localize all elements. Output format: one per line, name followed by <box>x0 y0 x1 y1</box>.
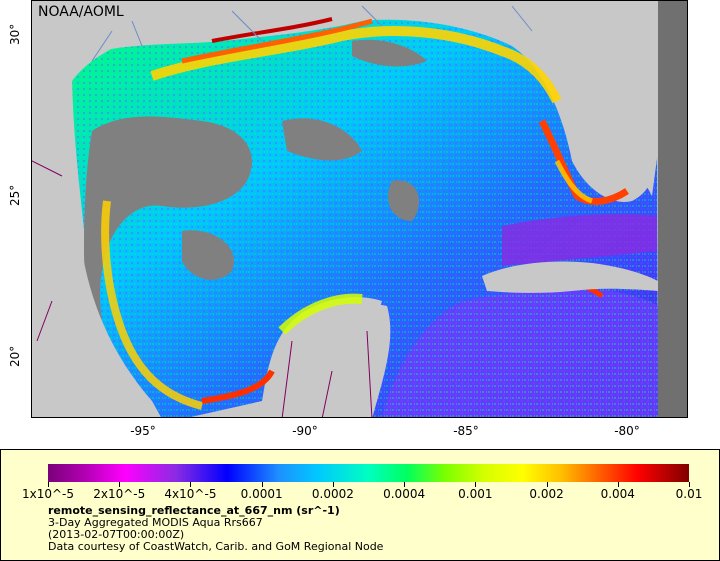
y-tick-label: 30° <box>8 23 22 45</box>
x-tick-label: -95° <box>130 424 156 438</box>
colorbar-tick <box>261 482 263 487</box>
watermark-label: NOAA/AOML <box>38 4 124 20</box>
colorbar-tick-label: 4x10^-5 <box>164 487 217 501</box>
legend-title: remote_sensing_reflectance_at_667_nm (sr… <box>48 504 340 517</box>
colorbar-tick <box>475 482 477 487</box>
x-tick-label: -90° <box>292 424 318 438</box>
colorbar <box>48 464 689 482</box>
legend-panel: remote_sensing_reflectance_at_667_nm (sr… <box>0 449 720 561</box>
legend-text: remote_sensing_reflectance_at_667_nm (sr… <box>48 505 383 553</box>
y-tick-label: 20° <box>8 345 22 367</box>
northern-coast-band <box>150 26 562 104</box>
rivers <box>91 5 533 62</box>
colorbar-tick-label: 0.0001 <box>240 487 283 501</box>
colorbar-tick <box>404 482 406 487</box>
colorbar-tick-label: 2x10^-5 <box>93 487 146 501</box>
legend-line-product: 3-Day Aggregated MODIS Aqua Rrs667 <box>48 516 263 529</box>
colorbar-tick-label: 0.0004 <box>383 487 426 501</box>
mexico-coast-band <box>101 200 204 410</box>
x-tick-label: -85° <box>453 424 479 438</box>
legend-line-date: (2013-02-07T00:00:00Z) <box>48 528 185 541</box>
x-tick-label: -80° <box>614 424 640 438</box>
colorbar-tick <box>332 482 334 487</box>
colorbar-tick <box>48 482 49 487</box>
florida-peninsula <box>577 1 658 196</box>
cloud-gaps <box>84 116 252 361</box>
colorbar-tick-label: 0.001 <box>458 487 493 501</box>
mexico-land <box>32 81 161 417</box>
cuba-land <box>482 261 658 293</box>
colorbar-tick <box>190 482 192 487</box>
map-canvas <box>32 1 687 417</box>
florida-coast-band <box>538 119 629 205</box>
straits-water <box>502 214 657 266</box>
colorbar-tick-label: 1x10^-5 <box>21 487 75 501</box>
colorbar-tick <box>119 482 121 487</box>
y-tick-label: 25° <box>8 184 22 206</box>
campeche-band <box>278 293 363 335</box>
colorbar-tick <box>546 482 548 487</box>
colorbar-tick-label: 0.01 <box>675 487 703 501</box>
colorbar-tick-label: 0.004 <box>600 487 635 501</box>
colorbar-tick <box>617 482 619 487</box>
colorbar-tick-label: 0.0002 <box>311 487 354 501</box>
colorbar-ticks <box>48 482 690 488</box>
country-borders <box>32 160 373 417</box>
map-panel: NOAA/AOML <box>31 0 688 418</box>
colorbar-tick <box>689 482 690 487</box>
east-no-data <box>658 1 687 417</box>
legend-line-credit: Data courtesy of CoastWatch, Carib. and … <box>48 540 384 553</box>
yucatan-land <box>272 304 391 417</box>
colorbar-tick-label: 0.002 <box>529 487 564 501</box>
